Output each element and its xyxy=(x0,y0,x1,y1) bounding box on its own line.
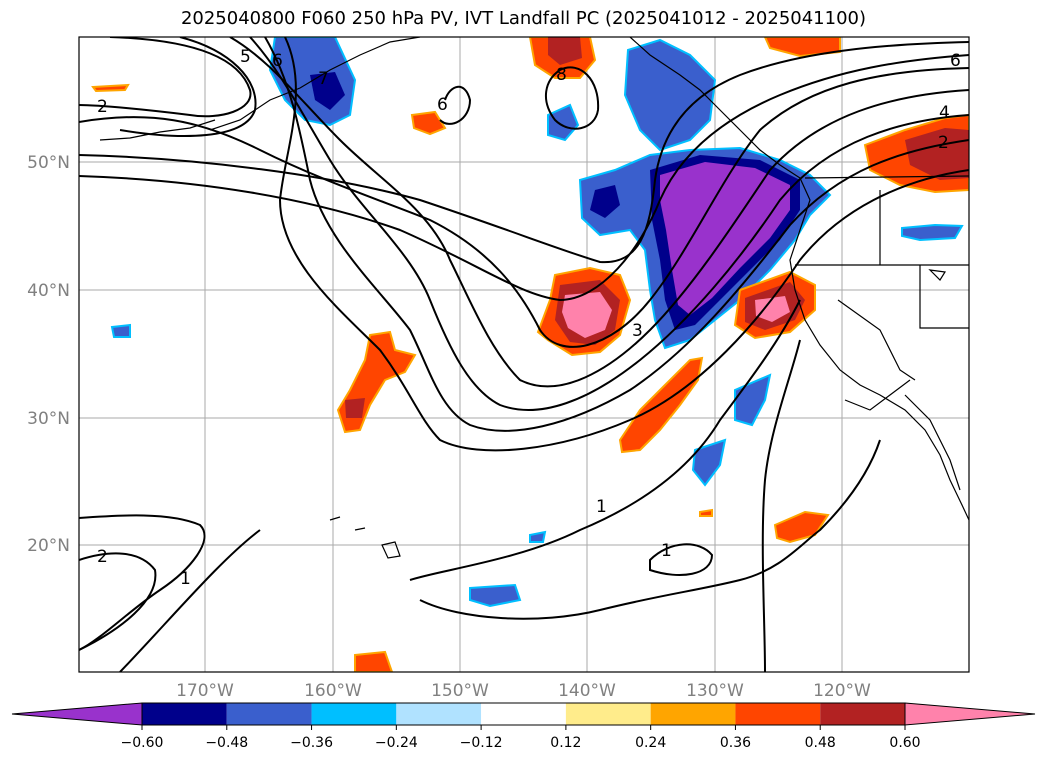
colorbar-swatch xyxy=(226,703,312,725)
lon-label: 140°W xyxy=(558,681,616,701)
colorbar-swatch xyxy=(565,703,651,725)
lat-label: 30°N xyxy=(27,409,70,429)
colorbar-tick-label: −0.12 xyxy=(460,735,503,751)
colorbar-swatch xyxy=(481,703,566,725)
longitude-labels: 170°W 160°W 150°W 140°W 130°W 120°W xyxy=(176,681,871,701)
colorbar-tick-label: −0.24 xyxy=(375,735,418,751)
positive-anomaly-regions xyxy=(91,37,969,672)
colorbar: −0.60 −0.48 −0.36 −0.24 −0.12 0.12 0.24 0.36 0.4… xyxy=(11,702,1036,751)
contour-label: 1 xyxy=(180,569,191,589)
map-title: 2025040800 F060 250 hPa PV, IVT Landfall… xyxy=(180,8,867,29)
colorbar-swatch xyxy=(735,703,821,725)
lon-label: 120°W xyxy=(813,681,871,701)
pv-contours xyxy=(79,37,969,672)
contour-label: 2 xyxy=(97,97,108,117)
contour-label: 6 xyxy=(272,51,283,71)
contour-labels: 5 6 7 8 6 2 4 2 3 1 1 1 2 6 xyxy=(97,47,961,589)
colorbar-swatch xyxy=(311,703,397,725)
coastlines xyxy=(99,37,969,559)
colorbar-tick-label: −0.36 xyxy=(290,735,333,751)
contour-label: 2 xyxy=(97,547,108,567)
lat-label: 40°N xyxy=(27,281,70,301)
contour-label: 1 xyxy=(661,541,672,561)
lon-label: 160°W xyxy=(304,681,362,701)
colorbar-swatch xyxy=(142,703,227,725)
lat-label: 50°N xyxy=(27,153,70,173)
contour-label: 7 xyxy=(318,69,329,89)
lat-label: 20°N xyxy=(27,536,70,556)
lon-label: 150°W xyxy=(431,681,489,701)
colorbar-swatch xyxy=(650,703,736,725)
map-frame xyxy=(78,36,970,673)
colorbar-tick-label: 0.36 xyxy=(720,735,751,751)
contour-label: 2 xyxy=(938,133,949,153)
colorbar-outline xyxy=(141,702,906,726)
colorbar-swatch xyxy=(396,703,482,725)
colorbar-extend-min xyxy=(11,702,143,726)
colorbar-extend-max xyxy=(904,702,1036,726)
colorbar-swatch xyxy=(820,703,905,725)
latitude-labels: 50°N 40°N 30°N 20°N xyxy=(27,153,70,556)
contour-label: 6 xyxy=(437,95,448,115)
lon-label: 130°W xyxy=(686,681,744,701)
contour-label: 3 xyxy=(632,321,643,341)
contour-label: 4 xyxy=(939,103,950,123)
colorbar-tick-label: 0.24 xyxy=(635,735,666,751)
contour-label: 5 xyxy=(240,47,251,67)
contour-label: 8 xyxy=(556,65,567,85)
contour-label: 1 xyxy=(596,497,607,517)
colorbar-tick-label: 0.12 xyxy=(550,735,581,751)
colorbar-tick-label: −0.60 xyxy=(121,735,164,751)
colorbar-tick-label: −0.48 xyxy=(205,735,248,751)
colorbar-tick-label: 0.60 xyxy=(889,735,920,751)
plot-area xyxy=(79,37,969,672)
lon-label: 170°W xyxy=(176,681,234,701)
colorbar-tick-label: 0.48 xyxy=(805,735,836,751)
contour-label: 6 xyxy=(950,51,961,71)
